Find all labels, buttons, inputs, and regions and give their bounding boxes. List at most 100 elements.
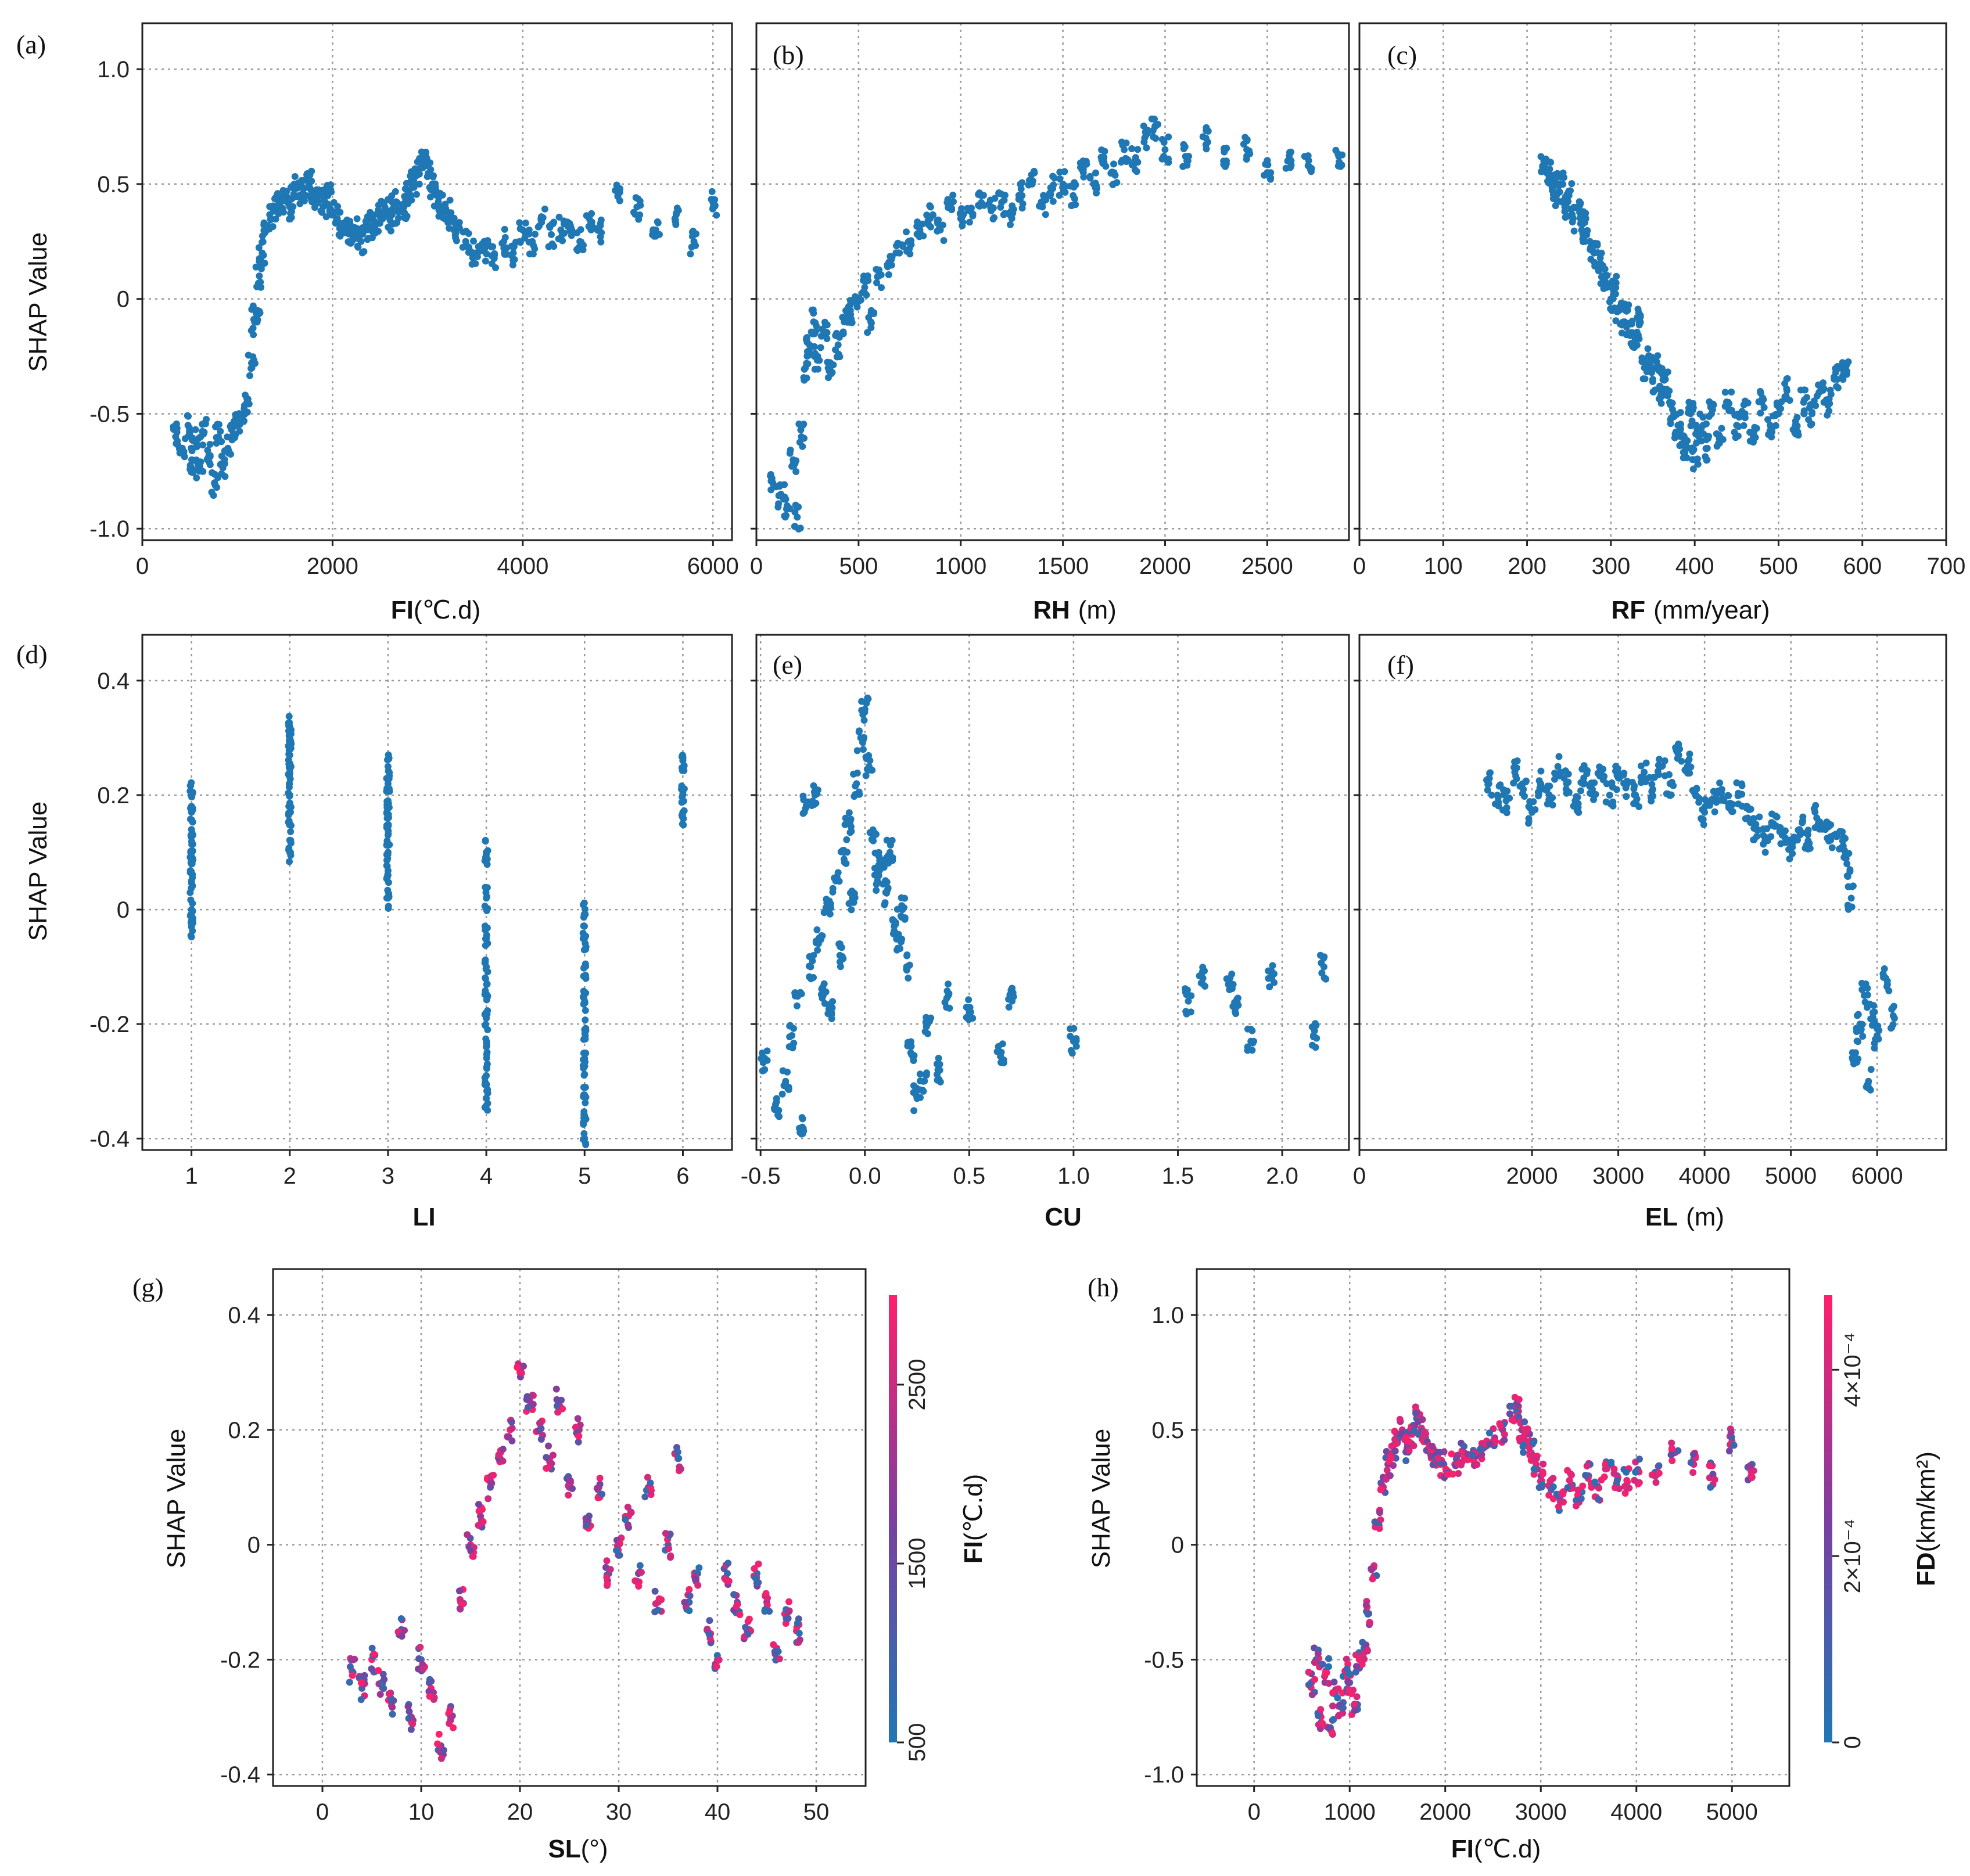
data-point [1668, 1445, 1675, 1453]
data-point [1690, 1450, 1697, 1458]
y-tick-label: 0.2 [228, 1418, 260, 1443]
data-point [778, 1090, 786, 1098]
data-point [516, 219, 523, 227]
data-point [828, 1004, 836, 1012]
data-point [185, 412, 192, 420]
data-point [1867, 1015, 1875, 1023]
data-point [791, 508, 799, 516]
panel-d: 0.4 0.2 0 -0.2 -0.4 1 2 3 4 5 6 [89, 634, 733, 1189]
data-point [1330, 1716, 1337, 1723]
data-point [913, 231, 921, 238]
data-point [1547, 1486, 1555, 1494]
data-point [199, 468, 207, 475]
data-point [1750, 836, 1758, 843]
x-axis-label-e-main: CU [1045, 1203, 1082, 1231]
x-axis-label-c: RF (mm/year) [1611, 596, 1770, 624]
data-point [1000, 1059, 1007, 1066]
data-point [565, 1492, 572, 1499]
data-point [1366, 1619, 1373, 1626]
data-point [1046, 189, 1053, 197]
data-point [679, 812, 686, 820]
data-point [1591, 263, 1599, 270]
data-point [385, 822, 392, 829]
data-point [1140, 138, 1148, 146]
data-point [581, 1091, 589, 1098]
data-point [1867, 1066, 1875, 1073]
data-point [1348, 1690, 1355, 1698]
data-point [966, 218, 973, 226]
data-point [1760, 404, 1768, 411]
data-point [1569, 214, 1576, 222]
data-point [1249, 1039, 1257, 1047]
data-point [1678, 757, 1685, 765]
data-point [1794, 836, 1801, 844]
data-point [604, 1580, 611, 1588]
colorbar-label-h: FD(km/km²) [1912, 1451, 1940, 1586]
data-point [1405, 1437, 1412, 1445]
data-point [1854, 1055, 1862, 1063]
data-point [188, 860, 195, 868]
data-point [1243, 156, 1250, 163]
data-point [1318, 969, 1326, 977]
data-point [820, 980, 828, 987]
data-point [203, 456, 211, 463]
data-point [580, 911, 588, 918]
data-point [1695, 799, 1703, 806]
x-tick-label: 3000 [1515, 1799, 1567, 1825]
data-point [801, 376, 808, 384]
data-point [505, 1433, 512, 1440]
data-point [1607, 305, 1614, 312]
data-point [1305, 157, 1312, 164]
data-point [770, 1641, 777, 1648]
data-point [1500, 786, 1508, 793]
data-point [679, 790, 687, 797]
data-point [1839, 376, 1847, 383]
data-point [843, 836, 851, 843]
data-point [622, 1516, 629, 1523]
data-point [1594, 240, 1601, 247]
data-point [206, 441, 214, 448]
y-tick-label: 0 [1171, 1533, 1184, 1558]
x-axis-label-a-unit: (℃.d) [414, 596, 480, 624]
data-point [1718, 789, 1725, 797]
data-point [426, 1692, 433, 1700]
data-point [786, 1033, 794, 1041]
data-point [1805, 416, 1813, 423]
data-point [1271, 970, 1278, 977]
data-point [1099, 160, 1107, 167]
data-point [1728, 1433, 1735, 1441]
data-point [786, 505, 794, 513]
data-point [1705, 433, 1713, 440]
data-point [482, 1009, 490, 1017]
data-point [1623, 307, 1630, 315]
data-point [426, 184, 433, 191]
data-point [511, 256, 518, 263]
data-point [1561, 208, 1569, 215]
data-point [1731, 429, 1738, 436]
data-point [286, 197, 293, 204]
data-point [1158, 136, 1166, 143]
data-point [1339, 151, 1346, 159]
data-point [545, 1442, 552, 1450]
data-point [706, 1617, 713, 1625]
data-point [407, 177, 415, 185]
data-point [1554, 763, 1562, 770]
data-point [1655, 771, 1663, 778]
data-point [256, 272, 263, 280]
data-point [920, 1087, 927, 1095]
x-tick-label: 4 [480, 1163, 493, 1189]
data-point [1793, 422, 1801, 430]
data-point [945, 980, 952, 988]
data-point [483, 1051, 490, 1058]
data-point [236, 421, 243, 428]
data-point [859, 746, 867, 753]
data-point [1198, 972, 1205, 980]
data-point [1520, 1442, 1527, 1449]
data-point [582, 989, 590, 997]
data-point [272, 215, 279, 223]
data-point [447, 1714, 455, 1722]
data-point [470, 238, 477, 245]
data-point [950, 198, 957, 206]
data-point [188, 447, 196, 455]
data-point [1655, 1469, 1663, 1477]
